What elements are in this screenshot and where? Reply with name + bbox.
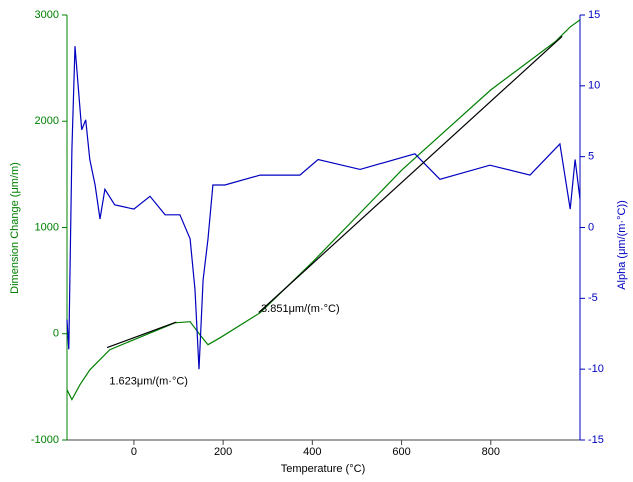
y2-axis-title: Alpha (μm/(m·°C)): [616, 200, 628, 290]
annotation: 3.851μm/(m·°C): [261, 303, 340, 315]
data-line: [106, 321, 177, 349]
y2-tick-label: -10: [588, 363, 604, 375]
data-line: [66, 19, 581, 401]
x-tick-label: 600: [392, 446, 410, 458]
x-tick-label: 0: [131, 446, 137, 458]
y2-tick-label: 15: [588, 9, 600, 21]
y-axis-title: Dimension Change (μm/m): [9, 162, 21, 294]
data-line: [258, 35, 563, 313]
y2-tick-label: 5: [588, 151, 594, 163]
x-axis-title: Temperature (°C): [281, 463, 365, 475]
y-tick-label: 2000: [35, 115, 59, 127]
x-tick-label: 200: [214, 446, 232, 458]
x-tick-label: 800: [482, 446, 500, 458]
y2-tick-label: -15: [588, 434, 604, 446]
y-tick-label: 0: [53, 328, 59, 340]
annotation: 1.623μm/(m·°C): [109, 375, 188, 387]
y2-tick-label: 10: [588, 80, 600, 92]
y-tick-label: 1000: [35, 221, 59, 233]
y-tick-label: 3000: [35, 9, 59, 21]
data-line: [66, 46, 581, 370]
y-tick-label: -1000: [31, 434, 59, 446]
y2-tick-label: -5: [588, 292, 598, 304]
x-tick-label: 400: [303, 446, 321, 458]
y2-tick-label: 0: [588, 221, 594, 233]
